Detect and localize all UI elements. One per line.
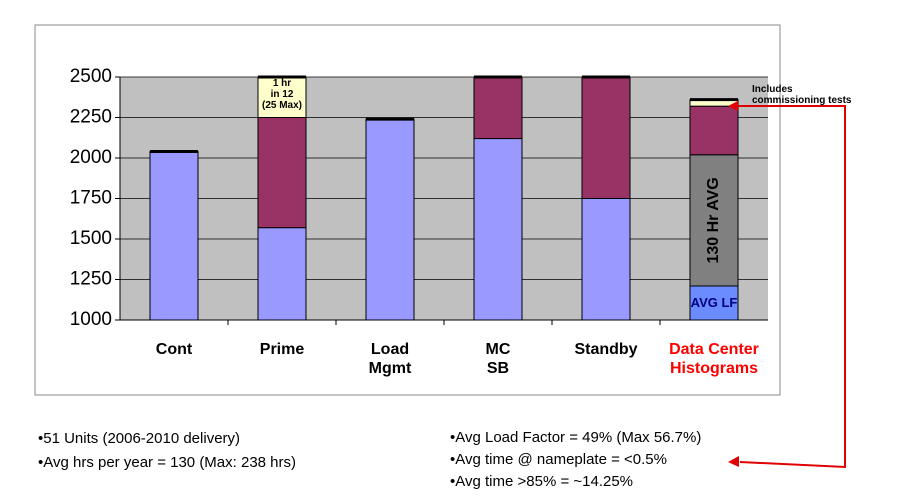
commissioning-note: Includes commissioning tests bbox=[752, 84, 852, 106]
note: •Avg Load Factor = 49% (Max 56.7%) bbox=[450, 429, 702, 446]
y-tick-label: 1000 bbox=[70, 309, 112, 330]
bar-segment bbox=[581, 198, 631, 321]
bar-segment bbox=[257, 117, 307, 229]
y-tick-label: 2250 bbox=[70, 107, 112, 128]
bar-segment bbox=[473, 76, 523, 140]
notes-left: •51 Units (2006-2010 delivery) •Avg hrs … bbox=[38, 427, 296, 475]
bar-segment bbox=[257, 227, 307, 321]
bar-segment bbox=[473, 138, 523, 321]
bar-segment bbox=[581, 76, 631, 199]
y-tick-label: 2500 bbox=[70, 66, 112, 87]
y-tick-label: 2000 bbox=[70, 147, 112, 168]
x-tick-label: Load Mgmt bbox=[368, 341, 412, 377]
y-tick-label: 1250 bbox=[70, 269, 112, 290]
note: •51 Units (2006-2010 delivery) bbox=[38, 430, 241, 447]
x-tick-label: Data Center Histograms bbox=[669, 341, 759, 377]
arrow-head bbox=[728, 101, 738, 111]
segment-label: 130 Hr AVG bbox=[705, 177, 722, 263]
x-tick-label: Prime bbox=[259, 341, 305, 358]
note: •Avg time @ nameplate = <0.5% bbox=[450, 451, 667, 468]
bar-segment bbox=[689, 154, 739, 287]
segment-label: AVG LF bbox=[690, 294, 738, 310]
x-tick-label: Standby bbox=[574, 341, 638, 358]
x-tick-label: MC SB bbox=[485, 341, 511, 377]
bar-segment bbox=[257, 76, 307, 118]
bar-segment bbox=[689, 105, 739, 156]
bar-segment bbox=[149, 151, 199, 321]
segment-label: 1 hr in 12 (25 Max) bbox=[261, 78, 302, 111]
note: •Avg hrs per year = 130 (Max: 238 hrs) bbox=[38, 454, 297, 471]
bar-segment bbox=[689, 285, 739, 321]
callout-arrow bbox=[735, 105, 846, 469]
y-tick-label: 1500 bbox=[70, 228, 112, 249]
notes-right: •Avg Load Factor = 49% (Max 56.7%) •Avg … bbox=[450, 427, 701, 493]
note: •Avg time >85% = ~14.25% bbox=[450, 473, 634, 490]
bar-segment bbox=[365, 118, 415, 321]
x-tick-label: Cont bbox=[155, 341, 193, 358]
y-tick-label: 1750 bbox=[70, 188, 112, 209]
arrow-head bbox=[728, 456, 739, 467]
